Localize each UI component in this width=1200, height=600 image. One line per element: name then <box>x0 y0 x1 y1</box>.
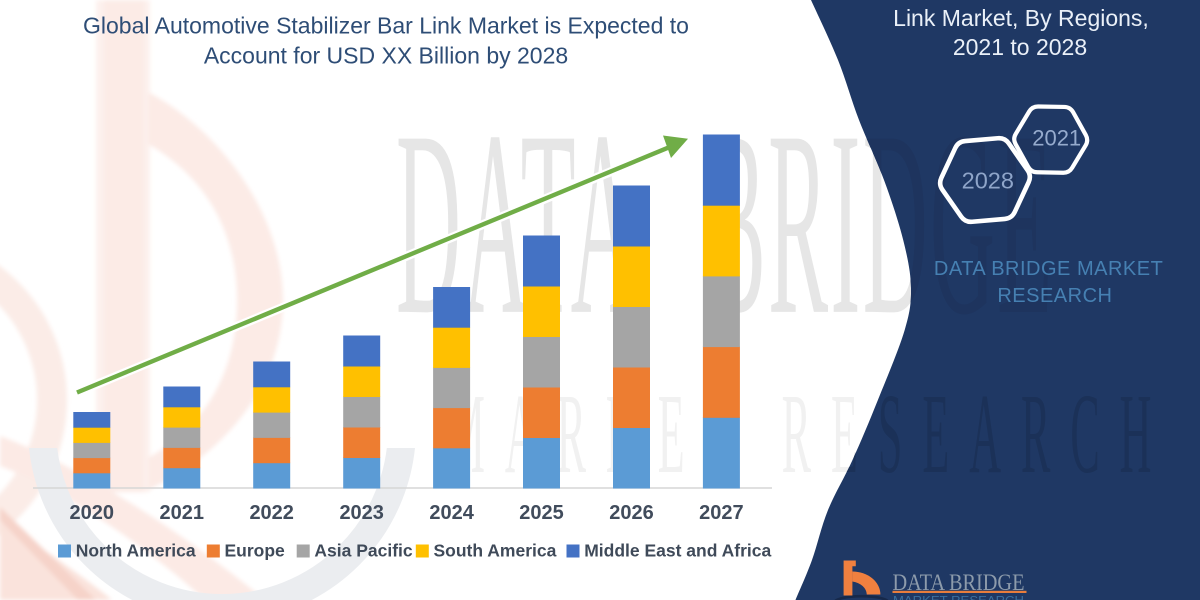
svg-text:2022: 2022 <box>249 502 294 524</box>
svg-text:Link Market, By Regions,: Link Market, By Regions, <box>893 5 1149 31</box>
svg-text:North America: North America <box>76 541 196 561</box>
svg-text:2021: 2021 <box>1032 126 1081 151</box>
svg-text:2027: 2027 <box>699 502 744 524</box>
svg-text:2026: 2026 <box>609 502 654 524</box>
svg-text:Europe: Europe <box>225 541 286 561</box>
svg-text:2024: 2024 <box>429 502 474 524</box>
svg-text:Middle East and Africa: Middle East and Africa <box>584 541 771 561</box>
svg-text:South America: South America <box>434 541 557 561</box>
svg-text:Global Automotive Stabilizer B: Global Automotive Stabilizer Bar Link Ma… <box>83 13 689 39</box>
svg-text:Account for USD XX Billion by: Account for USD XX Billion by 2028 <box>204 43 568 69</box>
svg-text:2021: 2021 <box>160 502 205 524</box>
svg-text:2023: 2023 <box>339 502 384 524</box>
svg-text:RESEARCH: RESEARCH <box>997 285 1112 307</box>
svg-text:2020: 2020 <box>70 502 115 524</box>
svg-text:2025: 2025 <box>519 502 564 524</box>
svg-text:Asia Pacific: Asia Pacific <box>314 541 413 561</box>
svg-text:DATA BRIDGE MARKET: DATA BRIDGE MARKET <box>934 258 1163 280</box>
svg-text:MARKET RESEARCH: MARKET RESEARCH <box>893 596 1024 600</box>
svg-text:2028: 2028 <box>962 168 1014 194</box>
svg-text:2021 to 2028: 2021 to 2028 <box>953 34 1087 60</box>
